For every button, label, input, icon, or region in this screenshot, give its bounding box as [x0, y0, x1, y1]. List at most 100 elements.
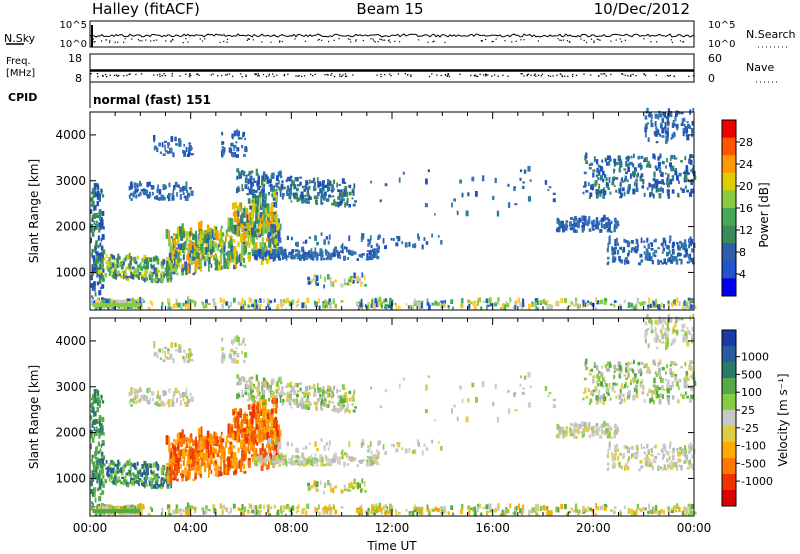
- power-cell: [293, 196, 297, 200]
- power-cell: [252, 189, 255, 195]
- power-cell: [329, 277, 332, 282]
- power-cell: [654, 165, 657, 169]
- velocity-cell: [279, 397, 282, 403]
- velocity-cell: [93, 487, 96, 493]
- power-cell: [652, 153, 656, 159]
- power-cell: [661, 160, 665, 165]
- power-cell: [232, 152, 235, 158]
- power-cell: [348, 204, 351, 208]
- power-cell: [240, 254, 243, 263]
- velocity-cell: [255, 396, 258, 399]
- power-cell: [102, 252, 104, 259]
- nave-dot: [564, 75, 566, 77]
- power-cell: [307, 281, 311, 285]
- power-cell: [296, 241, 299, 248]
- power-cell: [177, 184, 180, 188]
- power-cell: [591, 220, 593, 225]
- velocity-cell: [251, 390, 255, 393]
- velocity-cell: [144, 479, 147, 484]
- power-cell: [262, 226, 266, 235]
- velocity-cell: [273, 396, 276, 403]
- power-cell: [602, 193, 605, 199]
- power-cell: [505, 301, 508, 304]
- power-cell: [640, 237, 643, 244]
- power-cell: [221, 303, 224, 309]
- power-cell: [177, 258, 180, 267]
- y-tick-label: 1000: [55, 265, 86, 279]
- velocity-cell: [259, 418, 262, 424]
- velocity-cell: [158, 348, 162, 353]
- velocity-cell: [155, 480, 159, 486]
- power-cell: [267, 303, 270, 306]
- power-cell: [352, 191, 355, 196]
- power-cell: [276, 303, 280, 309]
- power-cell: [326, 198, 330, 202]
- power-cell: [351, 277, 353, 283]
- power-cell: [331, 195, 335, 198]
- velocity-cell: [253, 401, 256, 412]
- power-cell: [549, 304, 553, 310]
- power-cell: [218, 260, 222, 271]
- power-cell: [621, 180, 624, 183]
- power-cell: [152, 191, 154, 196]
- nsearch-dot: [333, 39, 335, 41]
- velocity-cell: [236, 374, 240, 379]
- velocity-cell: [395, 448, 399, 453]
- nave-dot: [245, 75, 247, 78]
- velocity-cell: [263, 420, 266, 430]
- power-cell: [235, 230, 239, 237]
- power-cell: [167, 192, 171, 197]
- power-cell: [329, 303, 332, 309]
- nave-dot: [635, 74, 637, 77]
- power-cell: [633, 167, 637, 173]
- velocity-cell: [146, 472, 150, 476]
- power-cell: [339, 201, 342, 206]
- velocity-cell: [195, 463, 198, 467]
- nave-dot: [153, 74, 155, 76]
- power-cell: [249, 178, 253, 185]
- velocity-cell: [93, 426, 96, 431]
- velocity-cell: [308, 385, 311, 390]
- power-cell: [179, 258, 182, 262]
- power-cell: [247, 198, 251, 204]
- velocity-cell: [293, 398, 296, 404]
- power-cell: [271, 172, 275, 177]
- power-cell: [272, 197, 276, 201]
- power-cell: [651, 187, 654, 191]
- nave-dot: [410, 74, 412, 76]
- power-cell: [366, 250, 369, 253]
- nsearch-dot: [355, 40, 357, 42]
- velocity-cell: [277, 461, 279, 464]
- velocity-cell: [190, 353, 193, 356]
- power-cell: [396, 236, 398, 239]
- velocity-cell: [251, 406, 254, 409]
- power-cell: [320, 192, 324, 198]
- velocity-cell: [162, 402, 165, 407]
- power-cell: [613, 227, 616, 233]
- velocity-cell: [176, 433, 179, 443]
- power-cell: [275, 196, 278, 203]
- velocity-cell: [190, 451, 194, 460]
- velocity-cell: [241, 418, 243, 428]
- power-cell: [186, 190, 189, 193]
- velocity-cell: [308, 442, 311, 445]
- power-cell: [689, 159, 693, 165]
- power-cell: [307, 192, 310, 197]
- power-cell: [348, 184, 352, 189]
- power-cell: [286, 176, 290, 181]
- power-cell: [667, 258, 669, 263]
- nave-dot: [298, 75, 300, 77]
- power-cell: [273, 248, 276, 255]
- nave-dot: [327, 74, 329, 76]
- power-cell: [296, 257, 300, 260]
- power-cell: [274, 224, 277, 233]
- power-cell: [147, 194, 150, 198]
- power-cell: [219, 297, 223, 303]
- power-cell: [588, 228, 592, 232]
- power-cell: [599, 190, 602, 194]
- power-cell: [661, 118, 665, 123]
- velocity-cell: [215, 465, 218, 476]
- velocity-cell: [273, 463, 276, 467]
